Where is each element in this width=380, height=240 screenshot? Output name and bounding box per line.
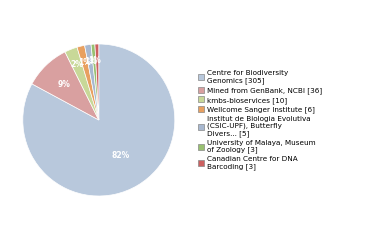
Wedge shape <box>32 52 99 120</box>
Wedge shape <box>95 44 99 120</box>
Text: 1%: 1% <box>84 57 97 66</box>
Text: 82%: 82% <box>111 151 129 160</box>
Legend: Centre for Biodiversity
Genomics [305], Mined from GenBank, NCBI [36], kmbs-bios: Centre for Biodiversity Genomics [305], … <box>198 70 322 170</box>
Wedge shape <box>77 45 99 120</box>
Wedge shape <box>91 44 99 120</box>
Wedge shape <box>23 44 175 196</box>
Text: 9%: 9% <box>58 80 71 89</box>
Text: 1%: 1% <box>78 58 91 67</box>
Text: 2%: 2% <box>71 60 84 69</box>
Wedge shape <box>65 47 99 120</box>
Text: 1%: 1% <box>88 56 101 65</box>
Wedge shape <box>85 44 99 120</box>
